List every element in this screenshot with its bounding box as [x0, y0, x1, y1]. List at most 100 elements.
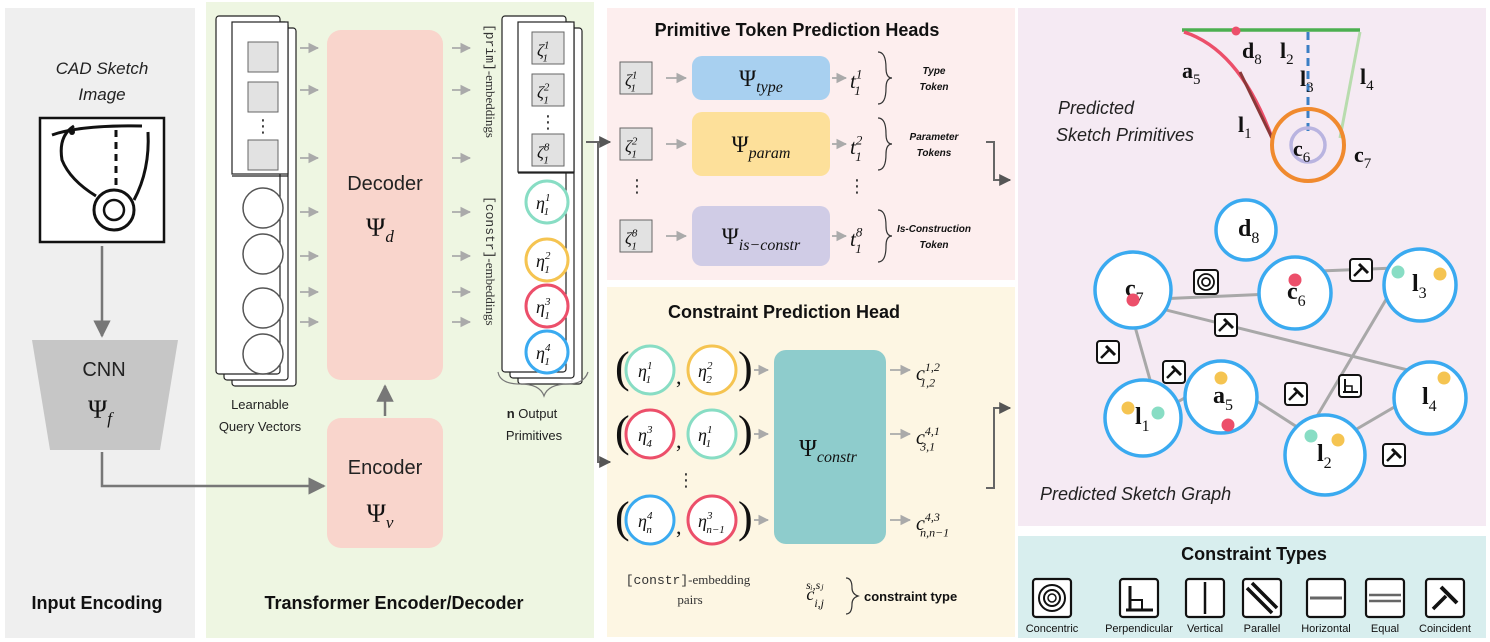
- prim-heads-to-output-arrow: [986, 141, 1012, 186]
- constr-head-to-output-arrow: [986, 402, 1012, 489]
- psi-head-block: [692, 56, 830, 100]
- cnn-label: CNN: [82, 359, 125, 381]
- eta-token-2: η2 1: [536, 250, 551, 276]
- head-input-box: [619, 61, 653, 95]
- graph-points: [1121, 265, 1451, 447]
- image-caption-line2: Image: [78, 85, 125, 104]
- input-encoding-title: Input Encoding: [32, 593, 163, 613]
- graph-node-a5: [1183, 359, 1259, 435]
- head-output-label: Type: [923, 66, 946, 77]
- sketch-label-l3: l3: [1300, 66, 1314, 96]
- psi-head-label: Ψtype: [739, 66, 783, 96]
- query-to-decoder-arrows: [300, 42, 320, 328]
- graph-coincident-glyph: [1161, 359, 1187, 385]
- head-input-token: ζ2 1: [625, 135, 638, 160]
- eta-token-circle: [524, 329, 570, 375]
- pair-paren-close: ): [738, 343, 753, 392]
- output-brace: [497, 371, 589, 398]
- constr-pairs-dots: ⋮: [677, 470, 695, 490]
- constraint-type-brace: [845, 577, 860, 615]
- head-output-token: t2 1: [850, 133, 863, 164]
- pair-eta-circle: [624, 344, 676, 396]
- graph-node-label: l1: [1135, 404, 1150, 435]
- encoder-symbol: Ψv: [367, 499, 394, 532]
- query-vectors-label-line2: Query Vectors: [219, 419, 302, 434]
- pair-paren-open: (: [615, 407, 630, 456]
- sketch-label-l1: l1: [1238, 112, 1252, 142]
- eta-token-4: η4 1: [536, 342, 551, 368]
- cnn-symbol: Ψf: [88, 395, 114, 428]
- head-output-label: Parameter: [910, 132, 960, 143]
- constr-pairs-label: [constr]-embedding: [626, 572, 751, 588]
- graph-coincident-glyph: [1095, 339, 1121, 365]
- prim-heads-dots-right: ⋮: [848, 176, 866, 196]
- psi-head-block: [692, 112, 830, 176]
- constraint-type-label: Perpendicular: [1105, 623, 1173, 635]
- constraint-output-token: c4,3 n,n−1: [916, 510, 949, 540]
- graph-node-c7: [1093, 250, 1173, 330]
- pair-paren-close: ): [738, 493, 753, 542]
- image-caption: CAD Sketch: [56, 59, 149, 78]
- graph-perpendicular-glyph: [1338, 374, 1362, 398]
- output-primitives-label-line2: Primitives: [506, 428, 563, 443]
- zeta-token-box: [531, 31, 565, 65]
- psi-head-label: Ψparam: [732, 132, 791, 162]
- constraint-type-label: constraint type: [864, 589, 957, 604]
- eta-token-circle: [524, 179, 570, 225]
- graph-node-label: l2: [1317, 441, 1332, 472]
- sketch-graph-title: Predicted Sketch Graph: [1040, 484, 1231, 504]
- encoder-label: Encoder: [348, 457, 423, 479]
- head-brace: [877, 117, 893, 171]
- graph-node-l1: [1103, 378, 1183, 458]
- encoder-block: [327, 418, 443, 548]
- predicted-sketch-primitives: [1182, 26, 1362, 183]
- constraint-head-title: Constraint Prediction Head: [668, 302, 900, 322]
- output-eta-tokens: η1 1 η2 1 η3 1 η4 1: [524, 179, 570, 375]
- sketch-label-l2: l2: [1280, 38, 1294, 68]
- constraint-type-label: Concentric: [1026, 623, 1079, 635]
- primitive-heads-rows: ζ1 1 Ψtype t1 1 Type Token ζ2 1 Ψparam t2 1 Paramete…: [619, 51, 971, 266]
- head-output-label: Tokens: [917, 148, 952, 159]
- constraint-output-token: c1,2 1,2: [916, 360, 940, 390]
- pair-eta-circle: [686, 344, 738, 396]
- constr-embeddings-label: [constr]-embeddings: [482, 196, 498, 326]
- constraint-pairs: (η1 1, η2 2) c1,2 1,2 (η3 4, η1 1) c4,1 3,1 (η4 n, η3 n…: [615, 343, 949, 546]
- coincident-icon: [1424, 577, 1466, 619]
- graph-node-label: l4: [1422, 384, 1437, 415]
- pair-eta-circle: [624, 494, 676, 546]
- constraint-type-symbol: ci,jsᵢ,sⱼ: [806, 578, 825, 610]
- pair-eta-circle: [624, 408, 676, 460]
- head-output-token: t1 1: [850, 67, 862, 98]
- decoder-symbol: Ψd: [366, 213, 394, 246]
- sketch-label-a5: a5: [1182, 58, 1201, 88]
- concentric-icon: [1031, 577, 1073, 619]
- pair-comma: ,: [676, 428, 682, 453]
- constraint-type-label: Coincident: [1419, 623, 1471, 635]
- vertical-icon: [1184, 577, 1226, 619]
- constraint-types-title: Constraint Types: [1181, 544, 1327, 564]
- query-vectors-stack: ⋮: [215, 15, 297, 387]
- zeta-token-box: [531, 133, 565, 167]
- graph-node-label: l3: [1412, 271, 1427, 302]
- eta-token-circle: [524, 237, 570, 283]
- cnn-block: [32, 340, 178, 450]
- head-input-box: [619, 219, 653, 253]
- query-vectors-label: Learnable: [231, 397, 289, 412]
- pair-eta-circle: [686, 408, 738, 460]
- output-primitives-label: n Output: [507, 406, 558, 421]
- pair-eta-a: η1 1: [638, 360, 652, 386]
- constr-pairs-label-line2: pairs: [677, 592, 702, 607]
- cnn-to-encoder-arrow: [100, 452, 326, 495]
- horizontal-icon: [1305, 577, 1347, 619]
- primitive-heads-title: Primitive Token Prediction Heads: [655, 20, 940, 40]
- head-output-label: Is-Construction: [897, 224, 971, 235]
- psi-constr-block: [774, 350, 886, 544]
- head-output-token: t8 1: [850, 225, 863, 256]
- zeta-token-3: ζ8 1: [537, 141, 550, 166]
- constraint-type-label: Equal: [1371, 623, 1399, 635]
- pair-comma: ,: [676, 364, 682, 389]
- pair-eta-a: η3 4: [638, 424, 653, 450]
- graph-node-label: a5: [1213, 383, 1233, 414]
- transformer-title: Transformer Encoder/Decoder: [264, 593, 523, 613]
- head-output-label: Token: [919, 82, 948, 93]
